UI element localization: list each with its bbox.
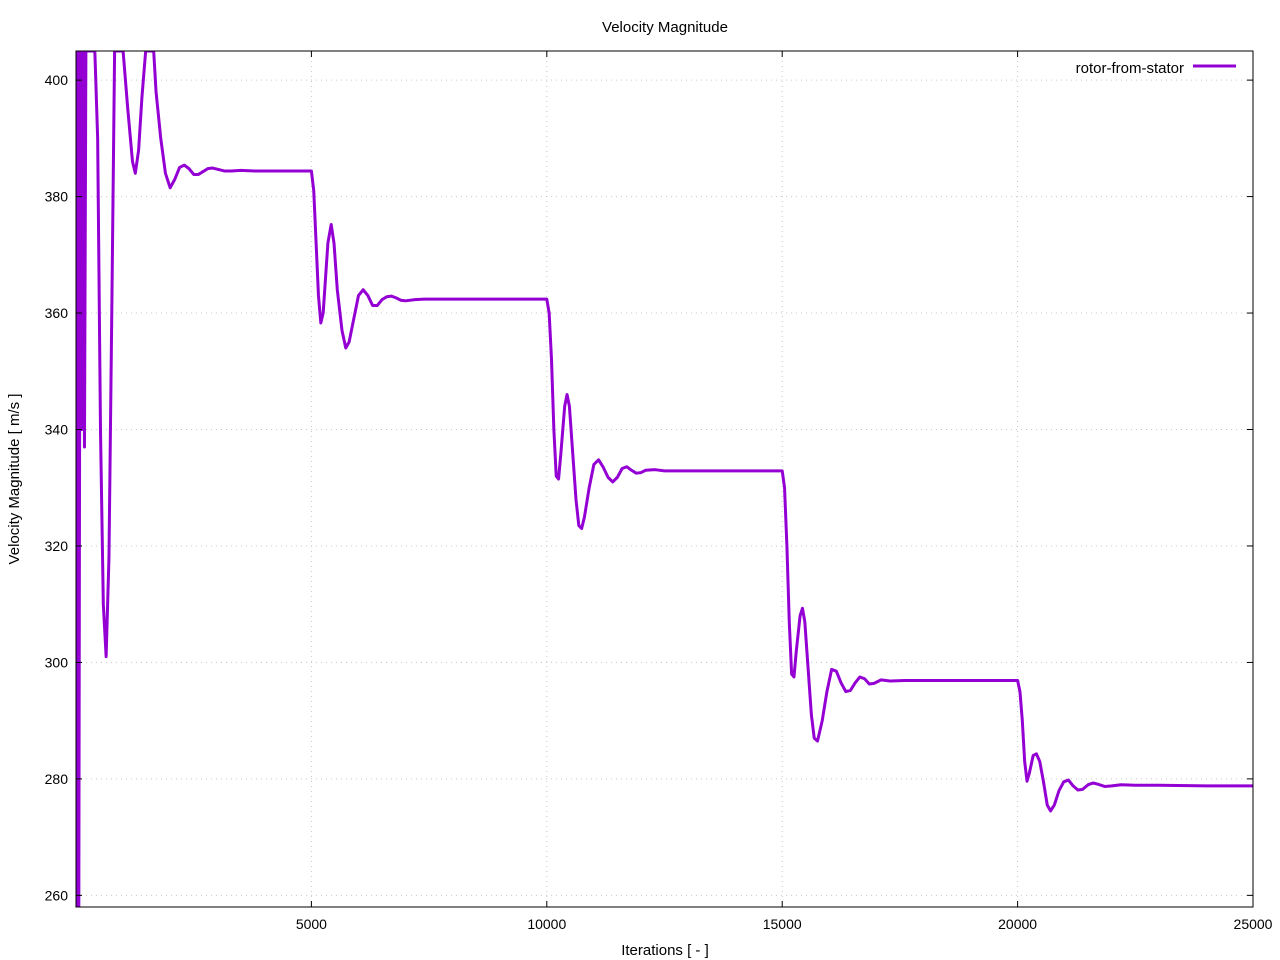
x-tick-label: 15000 <box>763 916 802 932</box>
y-tick-label: 280 <box>45 771 69 787</box>
x-axis-label: Iterations [ - ] <box>621 942 709 959</box>
y-axis-label: Velocity Magnitude [ m/s ] <box>6 394 23 565</box>
plot-area <box>76 51 1253 907</box>
x-tick-label: 20000 <box>998 916 1037 932</box>
y-tick-label: 300 <box>45 654 69 670</box>
chart-title: Velocity Magnitude <box>602 19 728 36</box>
legend-label: rotor-from-stator <box>1076 60 1184 77</box>
y-tick-label: 380 <box>45 189 69 205</box>
plot-frame <box>75 50 1254 908</box>
y-tick-label: 260 <box>45 887 69 903</box>
x-tick-label: 25000 <box>1234 916 1273 932</box>
grid <box>76 51 1254 907</box>
y-tick-label: 400 <box>45 72 69 88</box>
y-tick-label: 340 <box>45 422 69 438</box>
y-tick-label: 360 <box>45 305 69 321</box>
legend: rotor-from-stator <box>1076 60 1236 77</box>
series-line-rotor-from-stator <box>76 51 1253 907</box>
y-tick-label: 320 <box>45 538 69 554</box>
x-tick-label: 10000 <box>527 916 566 932</box>
x-tick-label: 5000 <box>296 916 327 932</box>
axis-ticks: 5000 10000 15000 20000 25000 260 280 300 320 340 3… <box>45 51 1273 932</box>
